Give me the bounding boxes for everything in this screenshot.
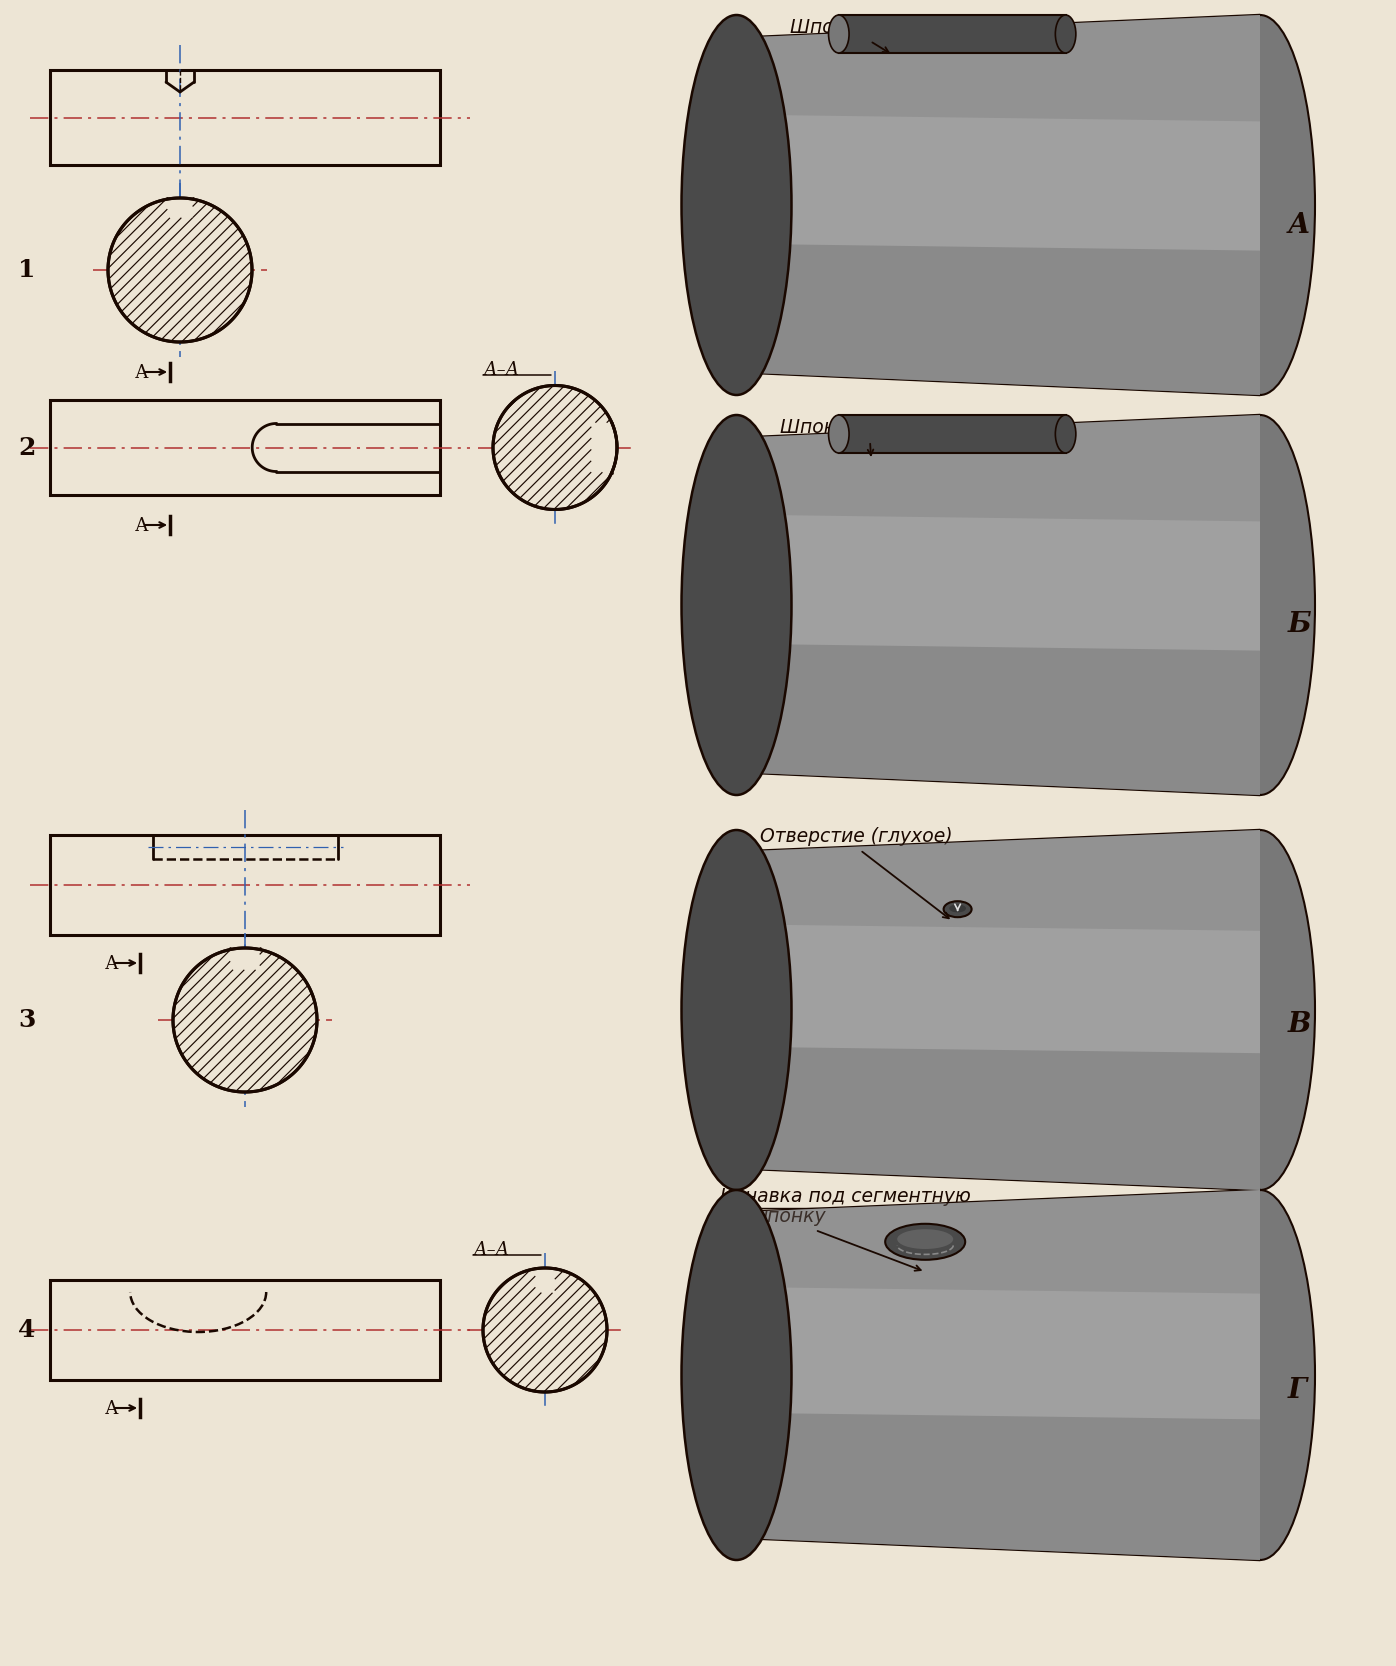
Ellipse shape <box>1205 15 1315 395</box>
Text: Отверстие (глухое): Отверстие (глухое) <box>759 826 952 846</box>
Ellipse shape <box>829 15 849 53</box>
Polygon shape <box>737 1190 1261 1559</box>
Bar <box>50 70 440 165</box>
Polygon shape <box>737 243 1261 395</box>
Polygon shape <box>107 198 253 342</box>
Bar <box>50 835 440 935</box>
Text: А: А <box>1289 212 1311 238</box>
Polygon shape <box>173 948 317 1091</box>
Text: А: А <box>105 1399 119 1418</box>
Polygon shape <box>737 15 1261 395</box>
Text: шпонку: шпонку <box>750 1206 825 1226</box>
Text: 3: 3 <box>18 1008 35 1031</box>
Ellipse shape <box>1205 1190 1315 1559</box>
Polygon shape <box>483 1268 607 1393</box>
Text: А: А <box>135 516 148 535</box>
Ellipse shape <box>1205 415 1315 795</box>
Ellipse shape <box>829 415 849 453</box>
Ellipse shape <box>949 905 966 913</box>
Text: Шпоночная  канавка: Шпоночная канавка <box>780 418 986 436</box>
Text: А: А <box>135 363 148 382</box>
Ellipse shape <box>944 901 972 918</box>
Polygon shape <box>737 830 1261 931</box>
Polygon shape <box>737 1413 1261 1559</box>
Ellipse shape <box>1205 830 1315 1190</box>
Ellipse shape <box>898 1230 953 1250</box>
Polygon shape <box>737 1190 1261 1293</box>
Text: Канавка под сегментную: Канавка под сегментную <box>720 1186 970 1206</box>
Polygon shape <box>737 415 1261 795</box>
Text: 2: 2 <box>18 435 35 460</box>
Text: Б: Б <box>1289 611 1312 638</box>
Bar <box>50 400 440 495</box>
Bar <box>50 1279 440 1379</box>
Ellipse shape <box>1055 415 1076 453</box>
Ellipse shape <box>681 415 792 795</box>
Polygon shape <box>737 415 1261 521</box>
Text: А–А: А–А <box>483 362 519 378</box>
Ellipse shape <box>885 1225 965 1259</box>
Ellipse shape <box>681 1190 792 1559</box>
Text: В: В <box>1289 1011 1311 1038</box>
Text: А–А: А–А <box>473 1241 510 1259</box>
Polygon shape <box>737 830 1261 1190</box>
Text: Шпоночная  канавка: Шпоночная канавка <box>790 18 997 37</box>
Text: 4: 4 <box>18 1318 35 1343</box>
Polygon shape <box>737 1046 1261 1190</box>
Text: Г: Г <box>1289 1376 1307 1403</box>
Polygon shape <box>737 15 1261 122</box>
Text: 1: 1 <box>18 258 35 282</box>
Polygon shape <box>737 643 1261 795</box>
Text: А: А <box>105 955 119 973</box>
Ellipse shape <box>1055 15 1076 53</box>
Ellipse shape <box>681 15 792 395</box>
Polygon shape <box>839 15 1065 53</box>
Polygon shape <box>839 415 1065 453</box>
Polygon shape <box>493 385 617 510</box>
Ellipse shape <box>681 830 792 1190</box>
